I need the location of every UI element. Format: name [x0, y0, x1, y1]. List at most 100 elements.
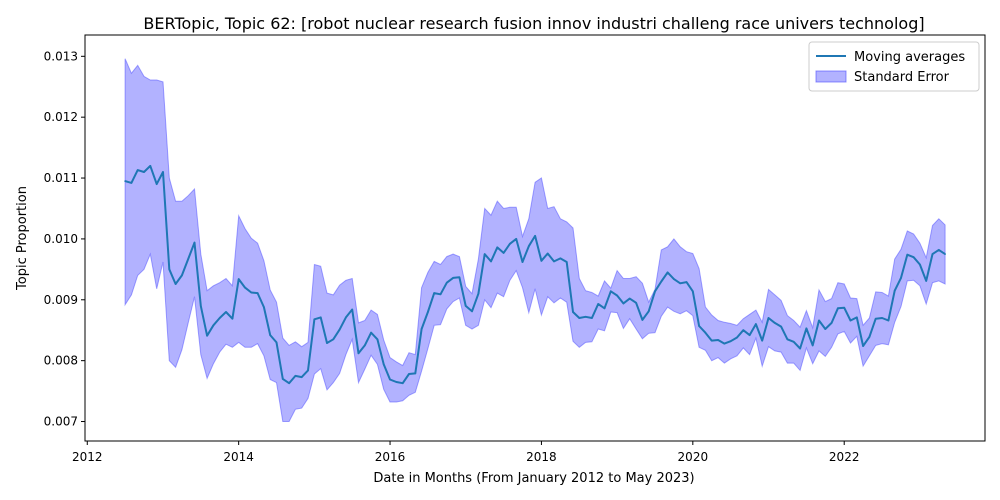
moving-average-point [736, 336, 738, 339]
moving-average-point [818, 319, 820, 322]
moving-average-point [200, 305, 202, 307]
moving-average-point [288, 382, 290, 385]
plot-frame [84, 34, 986, 442]
moving-average-point [420, 328, 423, 330]
moving-average-point [351, 308, 354, 311]
moving-average-point [761, 339, 763, 342]
moving-average-point [748, 334, 751, 336]
moving-average-point [893, 289, 896, 292]
moving-average-point [792, 341, 795, 343]
legend-frame [808, 41, 980, 92]
moving-average-point [124, 180, 126, 182]
moving-average-point [414, 372, 417, 375]
moving-average-point [237, 278, 240, 280]
moving-average-point [944, 253, 946, 255]
moving-average-point [477, 292, 480, 295]
moving-average-point [345, 316, 347, 319]
moving-average-point [464, 305, 467, 307]
moving-average-point [931, 253, 934, 255]
chart-title: BERTopic, Topic 62: [robot nuclear resea… [143, 14, 924, 33]
y-tick-label: 0.010 [44, 232, 78, 246]
moving-average-point [881, 317, 883, 319]
moving-average-point [218, 317, 221, 319]
moving-average-point [370, 331, 372, 334]
moving-average-point [193, 241, 196, 244]
moving-average-point [692, 290, 694, 293]
moving-average-point [603, 307, 606, 310]
moving-average-point [319, 316, 322, 319]
moving-average-point [206, 334, 208, 337]
moving-average-point [509, 243, 511, 245]
moving-average-point [938, 249, 940, 251]
moving-average-point [471, 310, 473, 313]
x-axis-label: Date in Months (From January 2012 to May… [373, 471, 694, 486]
plot-area [84, 34, 986, 442]
moving-average-point [849, 319, 852, 322]
y-tick-label: 0.013 [44, 49, 78, 63]
moving-average-point [553, 260, 555, 263]
standard-error-band-group [124, 58, 946, 422]
y-tick-label: 0.008 [44, 354, 78, 368]
moving-average-point [786, 338, 789, 341]
moving-average-point [805, 327, 808, 330]
moving-average-point [597, 303, 599, 305]
y-axis-label: Topic Proportion [15, 186, 30, 291]
moving-average-point [887, 319, 890, 322]
moving-average-point [660, 280, 663, 283]
moving-average-point [326, 342, 328, 344]
moving-average-point [654, 290, 656, 293]
moving-average-point [641, 319, 644, 321]
moving-average-point [446, 281, 448, 284]
moving-average-point [452, 277, 454, 279]
moving-average-point [244, 286, 246, 289]
moving-average-point [628, 297, 631, 300]
moving-average-point [591, 317, 593, 319]
x-tick-label: 2020 [678, 450, 709, 464]
moving-average-point [528, 245, 530, 247]
moving-average-point [483, 253, 486, 255]
moving-average-point [685, 281, 688, 283]
x-tick-label: 2016 [375, 450, 406, 464]
moving-average-point [534, 235, 536, 237]
moving-average-point [155, 183, 158, 185]
moving-average-point [774, 322, 776, 324]
y-tick-label: 0.012 [44, 110, 78, 124]
moving-average-point [824, 328, 827, 330]
moving-average-point [364, 344, 366, 347]
moving-average-point [717, 339, 719, 341]
moving-average-point [212, 324, 215, 327]
moving-average-point [919, 263, 921, 266]
moving-average-point [515, 238, 517, 240]
y-tick-label: 0.007 [44, 415, 78, 429]
moving-average-point [616, 294, 618, 297]
moving-average-point [256, 292, 259, 294]
legend-band-swatch [815, 70, 847, 83]
moving-average-point [231, 317, 234, 320]
moving-average-point [843, 306, 845, 309]
moving-average-point [906, 253, 909, 256]
moving-average-line-group [124, 164, 946, 385]
moving-average-point [143, 171, 145, 173]
standard-error-band [124, 58, 946, 422]
moving-average-point [742, 329, 745, 332]
moving-average-point [357, 352, 360, 355]
moving-average-point [263, 306, 265, 308]
moving-average-point [578, 317, 581, 319]
moving-average-point [136, 169, 139, 171]
moving-average-point [584, 316, 587, 318]
moving-average-point [439, 293, 442, 296]
moving-average-point [830, 322, 833, 324]
moving-average-point [622, 302, 625, 305]
moving-average-point [269, 334, 272, 336]
legend: Moving averages Standard Error [808, 41, 980, 92]
x-tick-label: 2018 [526, 450, 557, 464]
moving-average-point [837, 307, 839, 310]
moving-average-point [250, 291, 253, 294]
moving-average-point [502, 252, 505, 254]
moving-average-point [162, 171, 164, 173]
moving-average-point [755, 323, 757, 325]
moving-average-point [874, 317, 877, 320]
moving-average-point [433, 292, 436, 294]
moving-average-point [496, 246, 499, 249]
